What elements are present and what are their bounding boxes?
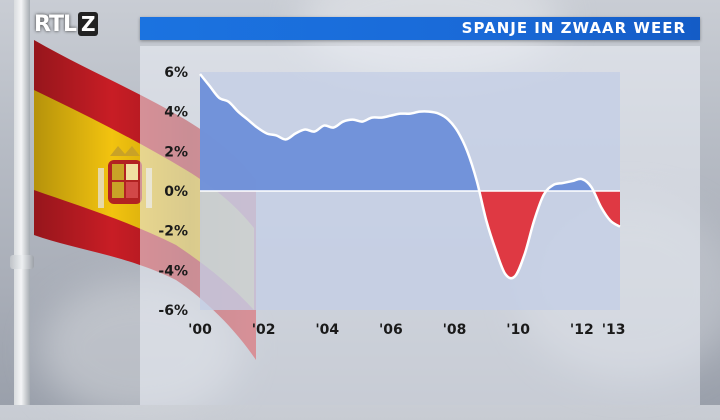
y-tick-label: 2%	[164, 144, 188, 160]
x-tick-label: '10	[506, 322, 530, 338]
negative-area	[200, 191, 620, 279]
y-tick-label: -6%	[158, 303, 188, 319]
flag-pole	[14, 0, 30, 405]
channel-logo: RTL Z	[34, 10, 98, 38]
logo-text: RTL	[34, 11, 77, 37]
flag-pole-ring	[10, 255, 34, 269]
chart: 6% 4% 2% 0% -2% -4% -6%'00 '02 '04 '06 '08 '10 '12 '1…	[158, 65, 626, 338]
title-bar: SPANJE IN ZWAAR WEER	[140, 17, 700, 40]
x-tick-label: '13	[602, 322, 626, 338]
chart-panel: 6% 4% 2% 0% -2% -4% -6% '00 '02 '04 '06 '08 '10 '12 '1…	[140, 46, 700, 405]
chart-title: SPANJE IN ZWAAR WEER	[461, 19, 686, 37]
positive-area	[200, 73, 620, 191]
x-tick-label: '06	[379, 322, 403, 338]
x-tick-label: '08	[443, 322, 467, 338]
x-tick-label: '02	[252, 322, 276, 338]
x-tick-label: '04	[315, 322, 339, 338]
y-tick-label: -4%	[158, 263, 188, 279]
logo-suffix: Z	[77, 12, 98, 36]
y-tick-label: 6%	[164, 65, 188, 81]
x-tick-label: '12	[570, 322, 594, 338]
x-tick-label: '00	[188, 322, 212, 338]
y-tick-label: 4%	[164, 105, 188, 121]
y-tick-label: 0%	[164, 184, 188, 200]
series-line	[199, 73, 621, 280]
y-tick-label: -2%	[158, 224, 188, 240]
